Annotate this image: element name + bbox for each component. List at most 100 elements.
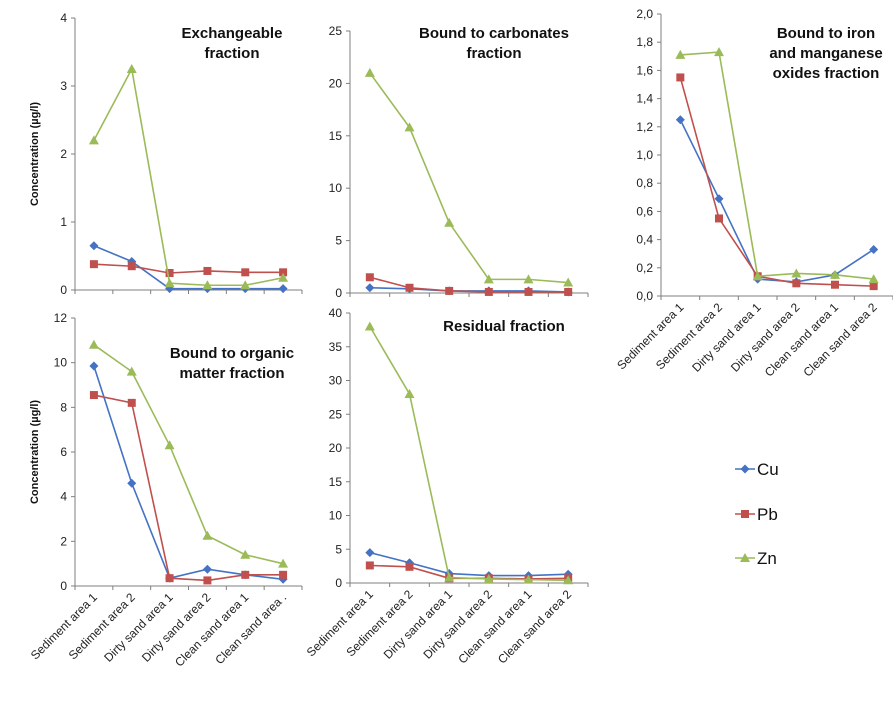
data-point-zn <box>240 280 251 290</box>
data-point-cu <box>714 194 724 204</box>
x-tick-label: Sediment area 1 <box>28 590 100 662</box>
chart-title: Bound to organic matter fraction <box>170 345 294 382</box>
x-tick-label: Clean sand area 2 <box>801 300 880 379</box>
x-tick-label: Clean sand area 2 <box>495 587 574 666</box>
data-point-zn <box>364 321 375 331</box>
data-point-zn <box>404 389 415 398</box>
legend: Cu Pb Zn <box>735 460 779 568</box>
y-tick-label: 12 <box>54 311 68 325</box>
data-point-pb <box>203 266 212 275</box>
y-tick-label: 1,6 <box>636 63 653 77</box>
y-tick-label: 1 <box>60 215 67 229</box>
x-tick-label: Dirty sand area 2 <box>420 587 495 662</box>
chart-title: Residual fraction <box>443 318 565 335</box>
data-point-pb <box>165 269 174 277</box>
data-point-zn <box>88 339 99 349</box>
series-line-pb <box>369 564 569 580</box>
series-line-pb <box>93 263 284 274</box>
y-tick-label: 20 <box>329 76 343 90</box>
y-tick-label: 25 <box>329 24 343 38</box>
x-tick-label: Sediment area 2 <box>653 300 725 372</box>
chart-panel-3: 0,0 0,2 0,4 0,6 0,8 1,0 1,2 1,4 1,6 1,8 2,0 Sedimen… <box>614 7 893 379</box>
data-point-zn <box>563 277 574 287</box>
y-tick-label: 20 <box>329 441 343 455</box>
data-point-zn <box>240 549 251 559</box>
data-point-zn <box>444 217 455 227</box>
data-point-cu <box>202 564 212 574</box>
y-tick-label: 40 <box>329 306 343 320</box>
data-point-pb <box>365 273 374 282</box>
data-point-pb <box>405 562 414 571</box>
series-line-pb <box>369 276 569 293</box>
x-tick-label: Sediment area 1 <box>304 587 376 659</box>
y-tick-label: 35 <box>329 340 343 354</box>
data-point-pb <box>524 287 533 296</box>
y-tick-label: 0 <box>60 283 67 297</box>
data-point-pb <box>869 282 878 291</box>
y-tick-label: 0 <box>335 576 342 590</box>
data-point-pb <box>241 268 250 277</box>
y-tick-label: 10 <box>54 356 68 370</box>
y-tick-label: 8 <box>60 400 67 414</box>
y-tick-label: 15 <box>329 129 343 143</box>
data-point-zn <box>523 574 534 584</box>
y-tick-label: 0,0 <box>636 289 653 303</box>
data-point-zn <box>364 67 375 77</box>
y-tick-label: 2 <box>60 534 67 548</box>
data-point-zn <box>404 122 415 132</box>
data-point-cu <box>675 115 685 125</box>
y-tick-label: 15 <box>329 475 343 489</box>
y-tick-label: 5 <box>335 234 342 248</box>
y-tick-label: 2 <box>60 147 67 161</box>
data-point-pb <box>89 260 98 269</box>
data-point-cu <box>365 283 375 293</box>
chart-title: Exchangeable fraction <box>182 25 283 62</box>
y-tick-label: 5 <box>335 542 342 556</box>
data-point-zn <box>830 269 840 279</box>
data-point-zn <box>791 268 802 278</box>
series-line-cu <box>679 119 875 283</box>
data-point-zn <box>88 135 99 145</box>
data-point-pb <box>127 262 136 271</box>
data-point-zn <box>164 278 175 288</box>
x-tick-label: Dirty sand area 1 <box>689 300 764 375</box>
y-tick-label: 0,6 <box>636 204 653 218</box>
data-point-cu <box>869 244 879 254</box>
data-point-zn <box>483 573 494 583</box>
data-point-zn <box>126 64 137 73</box>
data-point-zn <box>714 47 724 57</box>
y-tick-label: 0,4 <box>636 233 653 247</box>
data-point-zn <box>868 274 879 284</box>
data-point-zn <box>202 530 213 540</box>
data-point-pb <box>279 570 288 579</box>
x-tick-label: Dirty sand area 1 <box>381 587 456 662</box>
y-axis-label: Concentration (µg/l) <box>29 102 41 206</box>
data-point-zn <box>444 572 455 582</box>
y-tick-label: 1,2 <box>636 120 653 134</box>
data-point-zn <box>278 272 289 282</box>
chart-title: Bound to iron and manganese oxides fractio… <box>769 25 882 82</box>
x-tick-label: Clean sand area . <box>212 590 289 667</box>
y-tick-label: 1,0 <box>636 148 653 162</box>
series-line-cu <box>93 245 284 290</box>
y-tick-label: 1,8 <box>636 35 653 49</box>
y-tick-label: 25 <box>329 407 343 421</box>
legend-label-pb: Pb <box>757 505 778 524</box>
data-point-zn <box>278 558 289 568</box>
data-point-pb <box>405 283 414 292</box>
y-tick-label: 30 <box>329 374 343 388</box>
x-tick-label: Dirty sand area 2 <box>728 300 803 375</box>
legend-label-zn: Zn <box>757 549 777 568</box>
data-point-zn <box>164 440 175 450</box>
series-line-zn <box>369 72 569 284</box>
data-point-cu <box>89 361 99 371</box>
data-point-pb <box>676 73 685 82</box>
y-tick-label: 2,0 <box>636 7 653 21</box>
legend-marker-pb <box>741 510 749 518</box>
y-tick-label: 3 <box>60 79 67 93</box>
x-tick-label: Sediment area 2 <box>66 590 138 662</box>
y-tick-label: 6 <box>60 445 67 459</box>
